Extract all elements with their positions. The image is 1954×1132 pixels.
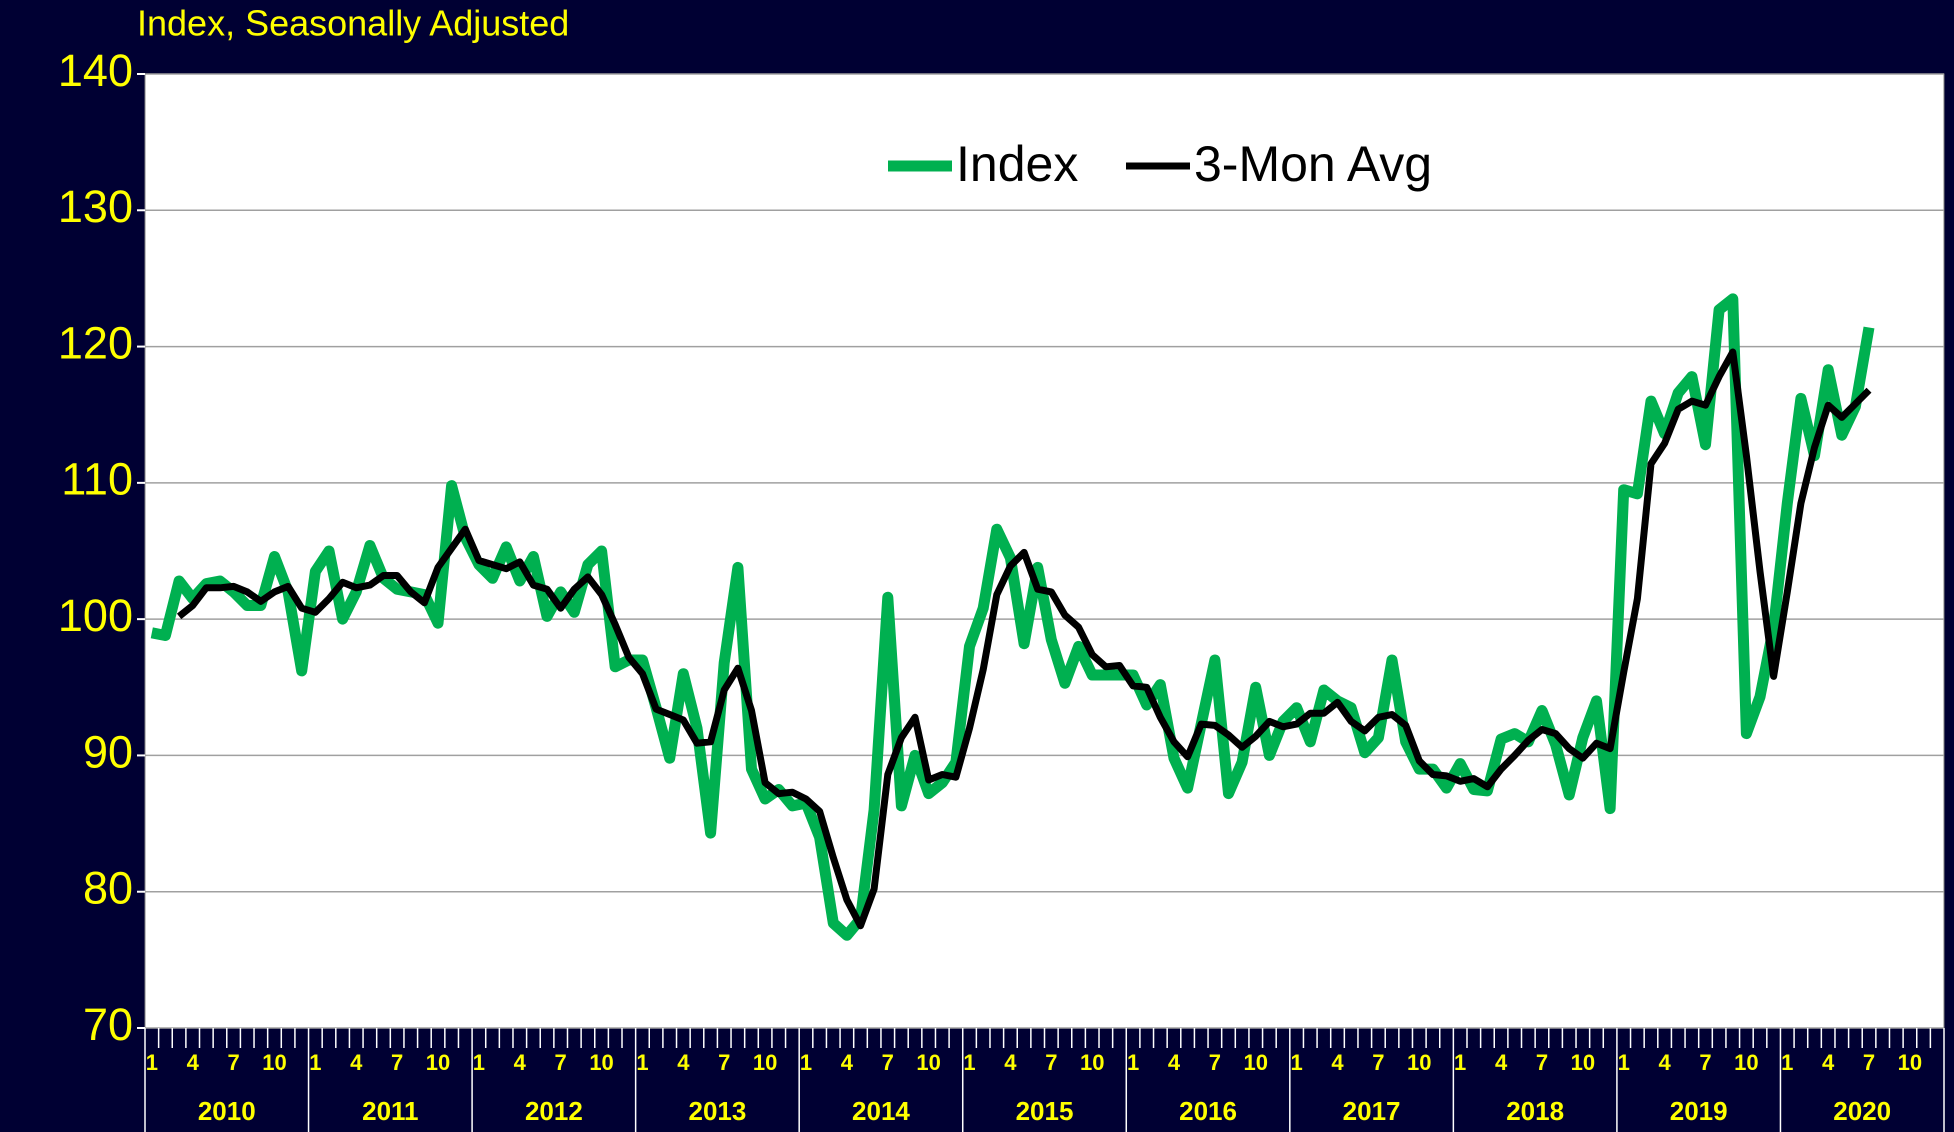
x-tick-label: 1	[963, 1050, 975, 1075]
y-tick-label: 140	[58, 45, 133, 96]
x-tick-label: 1	[1127, 1050, 1139, 1075]
year-label: 2017	[1343, 1096, 1401, 1126]
chart-subtitle: Index, Seasonally Adjusted	[137, 3, 569, 44]
y-tick-label: 120	[58, 317, 133, 368]
x-tick-label: 4	[1495, 1050, 1508, 1075]
x-tick-label: 1	[800, 1050, 812, 1075]
y-tick-label: 80	[83, 863, 133, 914]
x-tick-label: 4	[514, 1050, 527, 1075]
x-tick-label: 10	[262, 1050, 286, 1075]
x-tick-label: 4	[1004, 1050, 1017, 1075]
year-label: 2011	[362, 1096, 418, 1126]
x-tick-label: 10	[426, 1050, 450, 1075]
x-tick-label: 7	[555, 1050, 567, 1075]
x-tick-label: 1	[1291, 1050, 1303, 1075]
x-tick-label: 1	[309, 1050, 321, 1075]
x-tick-label: 4	[1658, 1050, 1671, 1075]
legend-label: 3-Mon Avg	[1194, 136, 1432, 192]
y-tick-label: 70	[83, 999, 133, 1050]
year-label: 2018	[1506, 1096, 1564, 1126]
year-label: 2020	[1833, 1096, 1891, 1126]
year-label: 2019	[1670, 1096, 1728, 1126]
x-tick-label: 10	[916, 1050, 940, 1075]
year-label: 2012	[525, 1096, 583, 1126]
x-tick-label: 7	[1372, 1050, 1384, 1075]
x-tick-label: 1	[636, 1050, 648, 1075]
x-tick-label: 10	[1734, 1050, 1758, 1075]
x-tick-label: 4	[187, 1050, 200, 1075]
x-tick-label: 4	[1331, 1050, 1344, 1075]
x-tick-label: 4	[1822, 1050, 1835, 1075]
x-tick-label: 10	[1244, 1050, 1268, 1075]
x-tick-label: 1	[473, 1050, 485, 1075]
x-tick-label: 10	[589, 1050, 613, 1075]
year-label: 2016	[1179, 1096, 1237, 1126]
x-tick-label: 10	[753, 1050, 777, 1075]
x-tick-label: 7	[227, 1050, 239, 1075]
x-tick-label: 10	[1080, 1050, 1104, 1075]
x-tick-label: 4	[677, 1050, 690, 1075]
x-tick-label: 7	[1536, 1050, 1548, 1075]
x-tick-label: 1	[1781, 1050, 1793, 1075]
x-tick-label: 4	[841, 1050, 854, 1075]
x-tick-label: 4	[350, 1050, 363, 1075]
x-tick-label: 1	[1454, 1050, 1466, 1075]
series-line	[176, 348, 1872, 930]
y-tick-label: 110	[61, 454, 133, 505]
x-tick-label: 7	[718, 1050, 730, 1075]
year-label: 2015	[1016, 1096, 1074, 1126]
x-tick-label: 1	[1618, 1050, 1630, 1075]
y-tick-label: 90	[83, 726, 133, 777]
year-label: 2013	[688, 1096, 746, 1126]
x-tick-label: 7	[1699, 1050, 1711, 1075]
x-tick-label: 10	[1898, 1050, 1922, 1075]
x-tick-label: 7	[882, 1050, 894, 1075]
x-tick-label: 1	[146, 1050, 158, 1075]
x-tick-label: 10	[1407, 1050, 1431, 1075]
series-line	[150, 293, 1875, 941]
x-tick-label: 7	[391, 1050, 403, 1075]
year-label: 2014	[852, 1096, 910, 1126]
x-tick-label: 4	[1168, 1050, 1181, 1075]
x-tick-label: 7	[1863, 1050, 1875, 1075]
legend-label: Index	[956, 136, 1078, 192]
x-tick-label: 10	[1571, 1050, 1595, 1075]
y-tick-label: 100	[58, 590, 133, 641]
x-tick-label: 7	[1045, 1050, 1057, 1075]
y-tick-label: 130	[58, 181, 133, 232]
year-label: 2010	[198, 1096, 256, 1126]
x-tick-label: 7	[1209, 1050, 1221, 1075]
plot-area	[144, 73, 1945, 1029]
